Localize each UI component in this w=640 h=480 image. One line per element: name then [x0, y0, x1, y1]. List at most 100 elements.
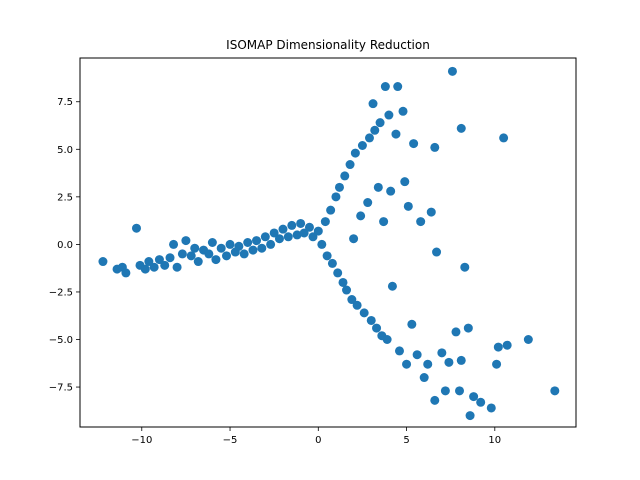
scatter-point: [313, 226, 323, 236]
scatter-point: [384, 110, 394, 120]
scatter-point: [193, 257, 203, 267]
scatter-point: [292, 230, 302, 240]
scatter-point: [550, 386, 560, 396]
scatter-point: [463, 323, 473, 333]
scatter-point: [423, 359, 433, 369]
scatter-point: [493, 342, 503, 352]
scatter-point: [320, 217, 330, 227]
scatter-point: [352, 300, 362, 310]
scatter-point: [165, 253, 175, 263]
scatter-point: [430, 395, 440, 405]
y-tick-label: −5.0: [49, 335, 73, 346]
scatter-point: [345, 160, 355, 170]
y-axis: −7.5 −5.0 −2.5 0.0 2.5 5.0 7.5: [49, 97, 80, 394]
scatter-point: [368, 99, 378, 109]
scatter-point: [243, 238, 253, 247]
scatter-point: [140, 264, 150, 274]
scatter-point: [177, 249, 187, 259]
scatter-point: [225, 239, 235, 249]
scatter-point: [372, 323, 382, 333]
scatter-point: [375, 118, 385, 128]
scatter-point: [430, 142, 440, 152]
y-tick-label: 5.0: [57, 145, 73, 156]
scatter-point: [469, 392, 479, 402]
scatter-point: [476, 397, 486, 407]
scatter-point: [350, 148, 360, 158]
scatter-point: [239, 249, 249, 259]
scatter-point: [338, 277, 348, 287]
y-tick-label: 2.5: [57, 192, 73, 203]
scatter-point: [154, 255, 164, 265]
scatter-point: [252, 236, 262, 246]
scatter-point: [98, 257, 108, 267]
scatter-point: [492, 359, 502, 369]
x-tick-label: 5: [403, 435, 409, 446]
scatter-point: [269, 228, 279, 238]
scatter-point: [248, 245, 258, 255]
scatter-point: [447, 66, 457, 76]
scatter-point: [334, 182, 344, 192]
scatter-point: [304, 222, 314, 232]
scatter-point: [357, 140, 367, 150]
scatter-point: [444, 357, 454, 367]
plot-area-frame: [79, 57, 577, 428]
x-axis: −10 −5 0 5 10: [131, 427, 501, 446]
scatter-point: [266, 239, 276, 249]
scatter-point: [121, 268, 131, 278]
scatter-point: [437, 348, 447, 358]
scatter-point: [317, 239, 327, 249]
scatter-point: [190, 243, 200, 253]
y-tick-label: −7.5: [49, 383, 73, 394]
scatter-point: [366, 315, 376, 325]
scatter-point: [331, 192, 341, 202]
scatter-point: [432, 247, 442, 257]
scatter-point: [419, 373, 429, 383]
scatter-point: [370, 125, 380, 135]
scatter-point: [278, 224, 288, 234]
scatter-point: [426, 207, 436, 217]
scatter-point: [326, 205, 336, 215]
scatter-point: [451, 327, 461, 337]
scatter-point: [340, 171, 350, 181]
x-tick-label: 0: [315, 435, 321, 446]
scatter-point: [382, 335, 392, 345]
chart-title: ISOMAP Dimensionality Reduction: [226, 38, 430, 52]
y-tick-label: 7.5: [57, 97, 73, 108]
scatter-point: [160, 260, 170, 270]
scatter-point: [356, 211, 366, 221]
scatter-point: [322, 251, 332, 261]
scatter-point: [181, 236, 191, 246]
scatter-point: [131, 223, 141, 233]
scatter-point: [308, 232, 318, 242]
scatter-point: [456, 355, 466, 365]
scatter-point: [379, 217, 389, 227]
scatter-point: [440, 386, 450, 396]
scatter-point: [204, 249, 214, 259]
scatter-point: [222, 251, 232, 261]
scatter-point: [207, 238, 217, 247]
scatter-point: [364, 133, 374, 143]
scatter-point: [299, 228, 309, 238]
scatter-point: [409, 139, 419, 149]
scatter-point: [407, 319, 417, 329]
scatter-point: [169, 239, 179, 249]
scatter-point: [216, 243, 226, 253]
scatter-points: [98, 66, 560, 421]
scatter-point: [373, 182, 383, 192]
scatter-point: [386, 186, 396, 196]
scatter-point: [211, 255, 221, 265]
scatter-point: [400, 177, 410, 187]
scatter-point: [523, 335, 533, 345]
scatter-point: [274, 234, 284, 244]
scatter-point: [347, 295, 357, 305]
scatter-point: [260, 232, 270, 242]
scatter-point: [349, 234, 359, 244]
scatter-point: [502, 340, 512, 350]
scatter-point: [327, 258, 337, 268]
scatter-point: [398, 106, 408, 116]
scatter-point: [455, 386, 465, 396]
scatter-point: [402, 359, 412, 369]
scatter-point: [257, 243, 267, 253]
scatter-point: [186, 251, 196, 261]
